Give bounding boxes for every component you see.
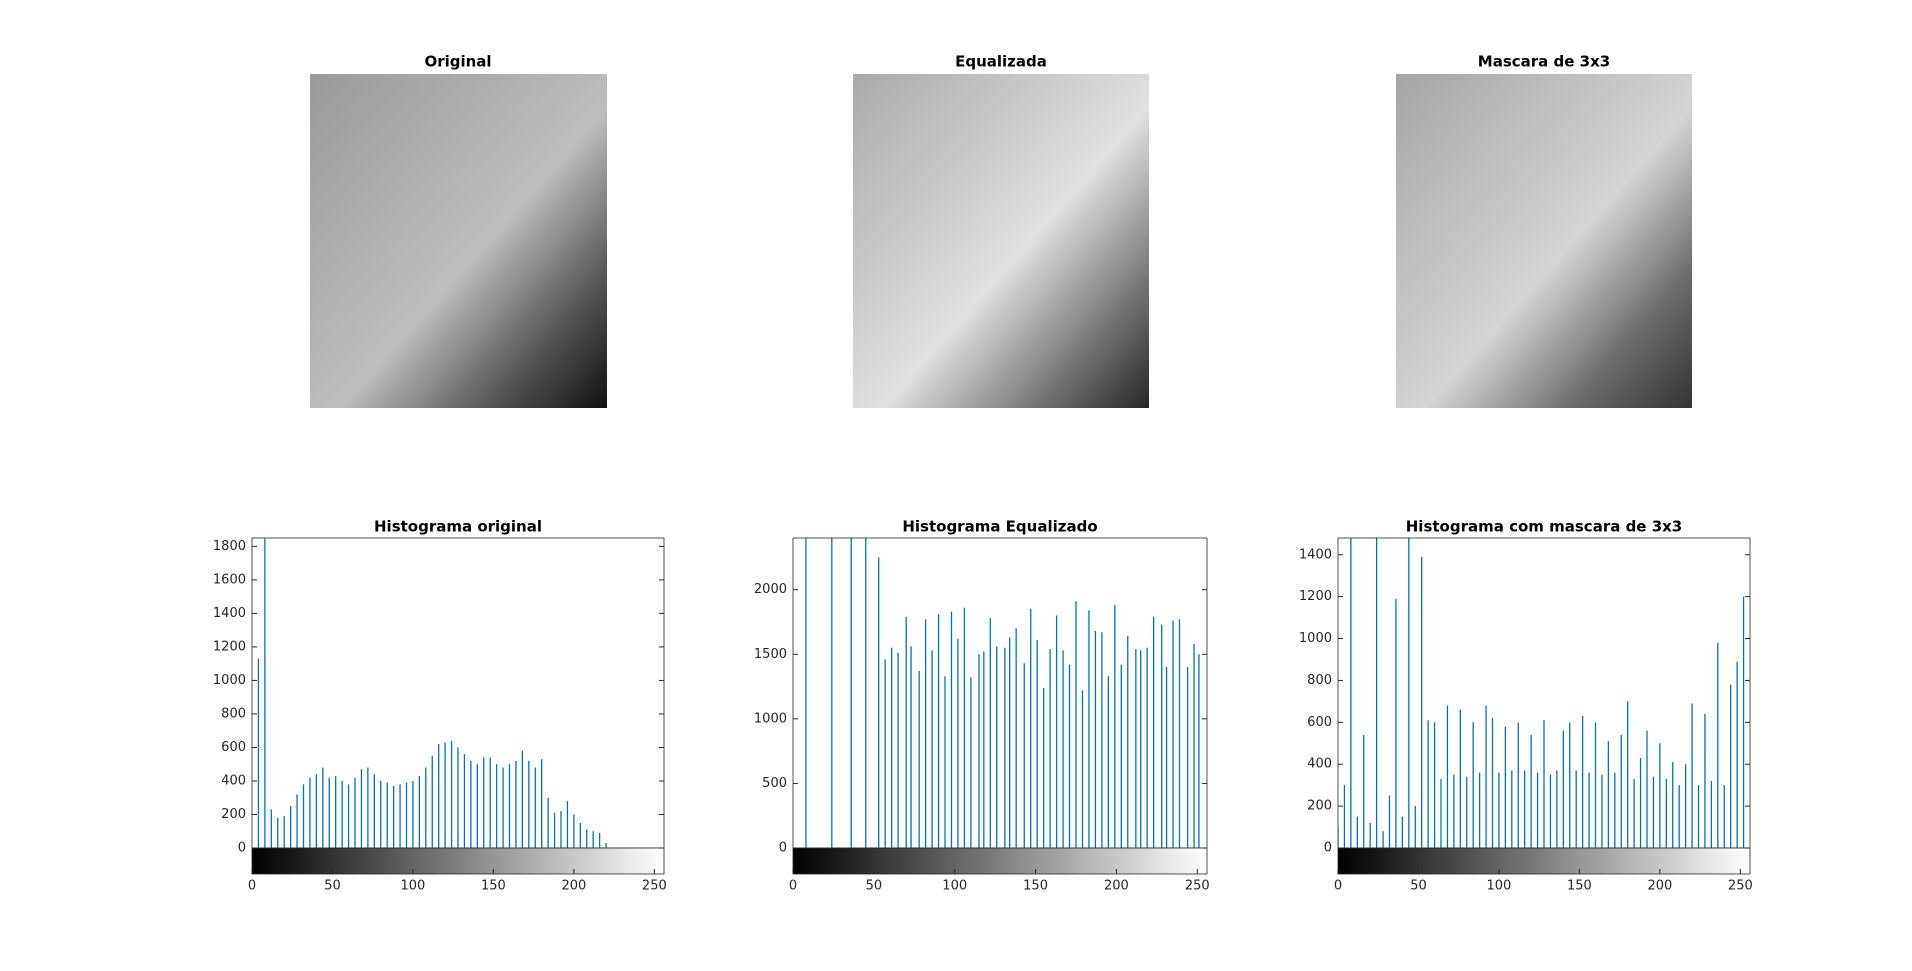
x-tick-label: 50 (866, 879, 883, 894)
y-tick-label: 1000 (213, 673, 246, 688)
x-tick-label: 0 (1334, 879, 1342, 894)
x-tick-label: 150 (1023, 879, 1048, 894)
y-tick-label: 600 (1307, 715, 1332, 730)
x-tick-label: 200 (1647, 879, 1672, 894)
x-tick-label: 0 (789, 879, 797, 894)
chart-title: Histograma Equalizado (902, 518, 1097, 536)
x-tick-label: 100 (401, 879, 426, 894)
colorbar (792, 847, 1208, 875)
y-tick-label: 1600 (213, 572, 246, 587)
image-title: Original (424, 53, 491, 71)
y-tick-label: 1000 (754, 711, 787, 726)
y-tick-label: 600 (221, 740, 246, 755)
colorbar (251, 847, 665, 875)
x-tick-label: 150 (1567, 879, 1592, 894)
x-tick-label: 100 (942, 879, 967, 894)
x-tick-label: 200 (561, 879, 586, 894)
y-tick-label: 1200 (213, 639, 246, 654)
chart-title: Histograma com mascara de 3x3 (1406, 518, 1683, 536)
y-tick-label: 2000 (754, 582, 787, 597)
y-tick-label: 0 (238, 841, 246, 856)
x-tick-label: 50 (324, 879, 341, 894)
image-title: Equalizada (955, 53, 1047, 71)
xray-image (853, 74, 1149, 408)
image-title: Mascara de 3x3 (1478, 53, 1610, 71)
y-tick-label: 800 (1307, 673, 1332, 688)
y-tick-label: 1200 (1299, 589, 1332, 604)
stems (1338, 538, 1745, 848)
x-tick-label: 100 (1487, 879, 1512, 894)
y-tick-label: 1400 (213, 606, 246, 621)
y-tick-label: 0 (1324, 841, 1332, 856)
y-tick-label: 200 (1307, 799, 1332, 814)
plot-area (793, 538, 1207, 848)
y-tick-label: 500 (762, 776, 787, 791)
x-tick-label: 0 (248, 879, 256, 894)
y-tick-label: 400 (1307, 757, 1332, 772)
x-tick-label: 50 (1410, 879, 1427, 894)
xray-image (1396, 74, 1692, 408)
chart-title: Histograma original (374, 518, 542, 536)
y-tick-label: 800 (221, 706, 246, 721)
colorbar (1337, 847, 1751, 875)
y-tick-label: 0 (779, 841, 787, 856)
y-tick-label: 1500 (754, 647, 787, 662)
stems (805, 538, 1200, 848)
y-tick-label: 400 (221, 773, 246, 788)
y-tick-label: 1000 (1299, 631, 1332, 646)
y-tick-label: 200 (221, 807, 246, 822)
xray-image (310, 74, 607, 408)
y-tick-label: 1400 (1299, 547, 1332, 562)
x-tick-label: 200 (1104, 879, 1129, 894)
y-tick-label: 1800 (213, 539, 246, 554)
x-tick-label: 250 (1728, 879, 1753, 894)
stems (257, 538, 607, 848)
x-tick-label: 250 (1185, 879, 1210, 894)
x-tick-label: 150 (481, 879, 506, 894)
x-tick-label: 250 (642, 879, 667, 894)
